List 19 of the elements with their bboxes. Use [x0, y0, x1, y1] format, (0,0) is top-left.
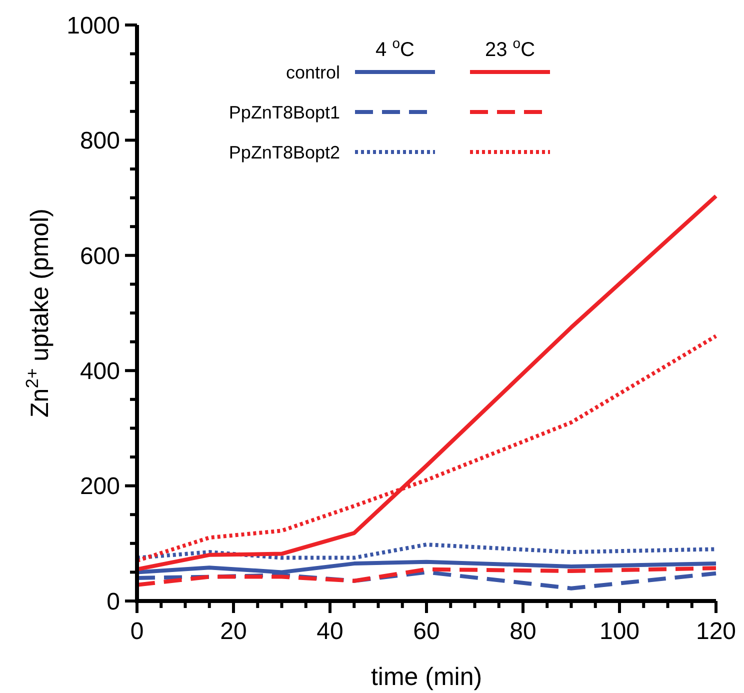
x-tick-label: 100: [599, 618, 640, 645]
legend-label: PpZnT8Bopt1: [228, 102, 340, 122]
y-tick-label: 600: [80, 242, 120, 270]
y-tick-label: 400: [80, 358, 120, 385]
annotation: 4 $^{o}$C: [376, 35, 414, 61]
legend-label: control: [286, 62, 340, 82]
x-tick-label: 60: [413, 618, 440, 645]
y-tick-label: 200: [80, 473, 120, 500]
x-axis-title: time (min): [370, 663, 482, 691]
x-tick-label: 80: [510, 618, 536, 645]
annotation: 23 $^{o}$C: [484, 35, 536, 61]
legend-label: PpZnT8Bopt2: [228, 142, 340, 162]
x-tick-label: 40: [316, 618, 344, 645]
y-tick-label: 800: [80, 128, 120, 155]
x-tick-label: 0: [130, 618, 144, 645]
x-tick-label: 120: [696, 618, 736, 645]
y-tick-label: 1000: [66, 12, 120, 40]
y-tick-label: 0: [106, 588, 120, 616]
x-tick-label: 20: [220, 618, 247, 645]
